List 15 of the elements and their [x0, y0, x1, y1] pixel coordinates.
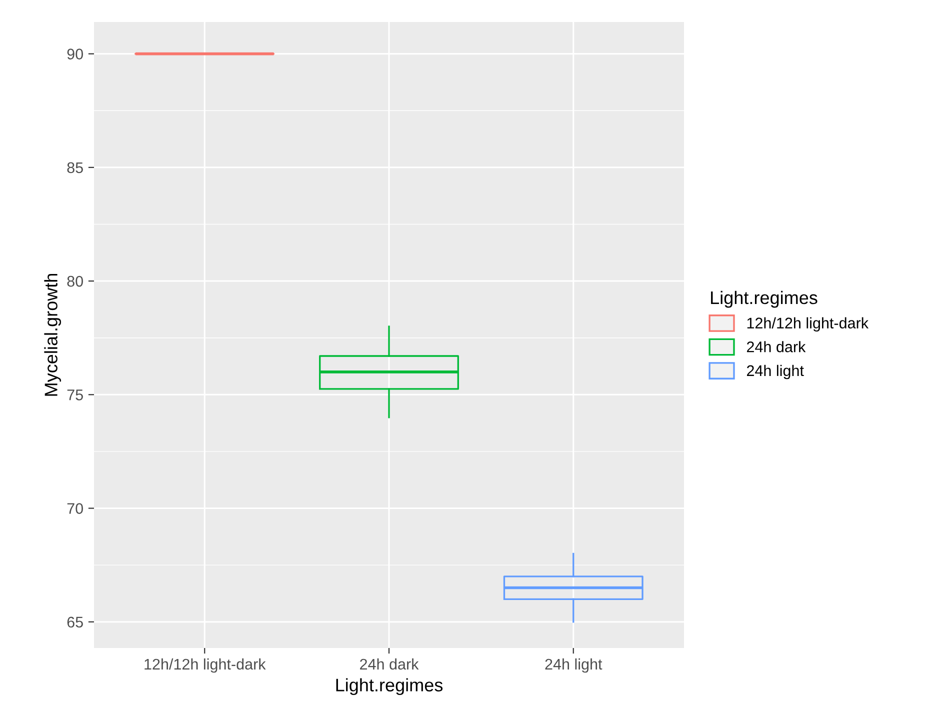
- y-axis-title: Mycelial.growth: [44, 274, 62, 396]
- y-tick-label: 90: [67, 48, 83, 60]
- legend-label: 12h/12h light-dark: [747, 317, 869, 332]
- y-tick-label: 75: [67, 390, 83, 400]
- x-axis-title: Light.regimes: [336, 678, 443, 696]
- y-tick-label: 65: [67, 616, 83, 628]
- x-tick-label: 12h/12h light-dark: [144, 658, 266, 673]
- y-tick-label: 70: [67, 503, 83, 514]
- x-tick-label: 24h dark: [360, 658, 419, 670]
- legend-label: 24h light: [746, 364, 804, 380]
- y-tick-label: 80: [67, 276, 83, 287]
- y-tick-label: 85: [67, 162, 83, 174]
- x-tick-label: 24h light: [545, 658, 602, 673]
- legend-title: Light.regimes: [711, 290, 818, 308]
- legend-label: 24h dark: [746, 341, 806, 352]
